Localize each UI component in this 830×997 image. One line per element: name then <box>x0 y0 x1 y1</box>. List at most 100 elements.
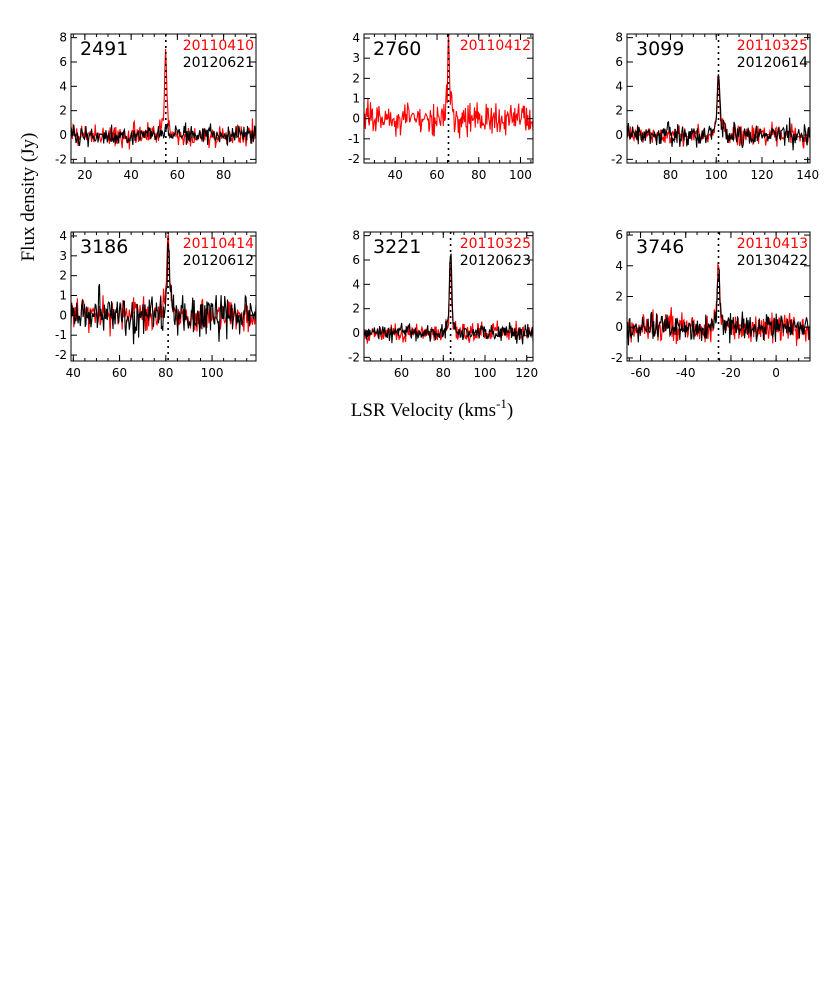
x-axis-title-close: ) <box>507 400 513 421</box>
y-tick-label: 0 <box>352 112 360 126</box>
traces-2491 <box>71 48 256 150</box>
x-tick-label: 100 <box>474 366 497 380</box>
epoch-label-20110410: 20110410 <box>183 38 254 54</box>
spectrum-line-20110413 <box>627 262 810 347</box>
traces-2760 <box>364 34 533 139</box>
y-tick-label: -2 <box>55 152 67 166</box>
x-tick-label: 80 <box>436 366 451 380</box>
x-tick-label: 100 <box>201 366 224 380</box>
panel-frame <box>70 231 257 362</box>
y-tick-label: 2 <box>615 104 623 118</box>
epoch-label-20110325: 20110325 <box>737 38 808 54</box>
y-tick-label: 2 <box>59 269 67 283</box>
epoch-label-20120623: 20120623 <box>460 253 531 269</box>
epoch-label-20120612: 20120612 <box>183 253 254 269</box>
x-tick-label: 40 <box>388 168 403 182</box>
spectrum-line-20120614 <box>627 74 810 151</box>
x-tick-label: 120 <box>515 366 538 380</box>
x-tick-label: -60 <box>631 366 651 380</box>
y-tick-label: -1 <box>348 132 360 146</box>
x-tick-label: 100 <box>705 168 728 182</box>
epoch-label-20110412: 20110412 <box>460 38 531 54</box>
traces-3099 <box>627 74 810 151</box>
x-axis-title-unit-exponent: -1 <box>496 396 507 411</box>
spectrum-line-20120623 <box>364 253 533 345</box>
spectrum-line-20110412 <box>364 34 533 139</box>
y-tick-label: 2 <box>59 104 67 118</box>
y-tick-label: 3 <box>59 249 67 263</box>
source-label: 3099 <box>636 38 684 60</box>
y-tick-label: 2 <box>352 302 360 316</box>
x-tick-label: -20 <box>721 366 741 380</box>
y-tick-label: 8 <box>615 31 623 45</box>
y-tick-label: 3 <box>352 51 360 65</box>
y-tick-label: 8 <box>352 229 360 243</box>
y-tick-label: 4 <box>615 259 623 273</box>
x-tick-label: 120 <box>751 168 774 182</box>
y-tick-label: -1 <box>55 328 67 342</box>
x-tick-label: 80 <box>663 168 678 182</box>
x-axis-title-main: LSR Velocity (kms <box>351 400 496 421</box>
x-tick-label: 60 <box>112 366 127 380</box>
y-tick-label: 0 <box>59 308 67 322</box>
spectrum-line-20110414 <box>71 233 256 337</box>
y-tick-label: -2 <box>55 348 67 362</box>
panel-frame <box>626 33 811 164</box>
source-label: 3186 <box>80 236 128 258</box>
x-tick-label: 80 <box>471 168 486 182</box>
source-label: 2491 <box>80 38 128 60</box>
y-tick-label: 0 <box>615 128 623 142</box>
x-tick-label: 20 <box>77 168 92 182</box>
traces-3186 <box>71 233 256 345</box>
epoch-label-20110325: 20110325 <box>460 236 531 252</box>
x-tick-label: 40 <box>66 366 81 380</box>
y-tick-label: -2 <box>348 350 360 364</box>
source-label: 2760 <box>373 38 421 60</box>
y-tick-label: 0 <box>615 320 623 334</box>
spectrum-line-20110410 <box>71 48 256 150</box>
y-tick-label: 4 <box>352 31 360 45</box>
y-tick-label: 4 <box>59 79 67 93</box>
x-tick-label: 100 <box>509 168 532 182</box>
y-tick-label: -2 <box>611 351 623 365</box>
y-tick-label: 6 <box>615 228 623 242</box>
panel-2760: 40 60 80 100 -2 -1 0 1 2 3 4 2760 20110412 <box>348 31 534 182</box>
source-label: 3746 <box>636 236 684 258</box>
x-tick-label: 80 <box>158 366 173 380</box>
spectrum-line-20120612 <box>71 242 256 345</box>
y-tick-label: 0 <box>352 326 360 340</box>
x-tick-label: 60 <box>394 366 409 380</box>
y-tick-label: 6 <box>352 253 360 267</box>
epoch-label-20110413: 20110413 <box>737 236 808 252</box>
y-tick-label: 4 <box>615 79 623 93</box>
spectrum-line-20120621 <box>71 122 256 148</box>
x-tick-label: 80 <box>216 168 231 182</box>
x-tick-label: 60 <box>170 168 185 182</box>
y-tick-label: 4 <box>59 229 67 243</box>
y-axis-title: Flux density (Jy) <box>18 133 39 262</box>
x-tick-label: 40 <box>123 168 138 182</box>
panel-frame <box>363 231 534 362</box>
x-axis-title: LSR Velocity (kms-1) <box>351 396 514 421</box>
source-label: 3221 <box>373 236 421 258</box>
y-tick-label: -2 <box>611 152 623 166</box>
panel-frame <box>70 33 257 164</box>
y-tick-label: 0 <box>59 128 67 142</box>
y-tick-label: 1 <box>59 289 67 303</box>
epoch-label-20130422: 20130422 <box>737 253 808 269</box>
y-tick-label: 8 <box>59 31 67 45</box>
epoch-label-20110414: 20110414 <box>183 236 254 252</box>
x-tick-label: -40 <box>676 366 696 380</box>
y-tick-label: 6 <box>615 55 623 69</box>
traces-3221 <box>364 253 533 345</box>
epoch-label-20120614: 20120614 <box>737 55 808 71</box>
y-tick-label: 6 <box>59 55 67 69</box>
y-tick-label: 1 <box>352 92 360 106</box>
y-tick-label: 4 <box>352 277 360 291</box>
